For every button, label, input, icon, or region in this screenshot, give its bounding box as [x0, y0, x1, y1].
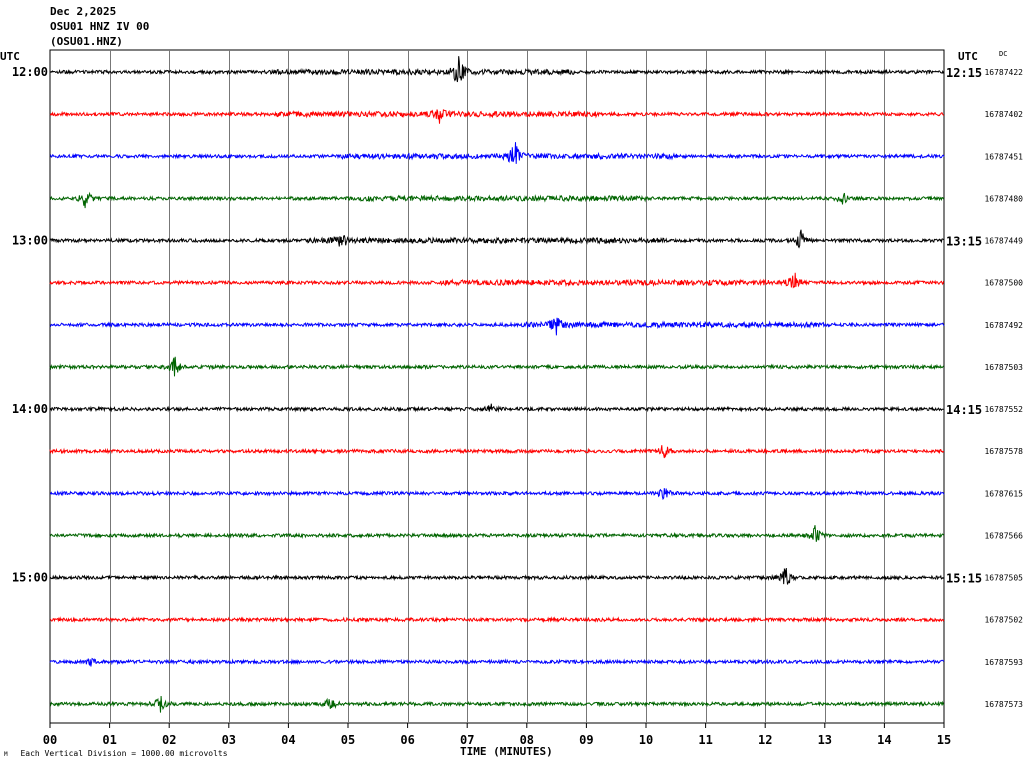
- x-tick-label: 09: [579, 733, 593, 747]
- x-tick-label: 12: [758, 733, 772, 747]
- channel-label: (OSU01.HNZ): [50, 35, 123, 48]
- x-tick-label: 11: [698, 733, 712, 747]
- x-tick-label: 13: [818, 733, 832, 747]
- x-tick-label: 14: [877, 733, 891, 747]
- seismic-trace: [49, 695, 945, 713]
- x-tick-label: 05: [341, 733, 355, 747]
- dc-offset-label: 16787402: [984, 110, 1023, 119]
- left-time-label: 14:00: [12, 402, 48, 416]
- dc-offset-label: 16787566: [984, 531, 1023, 540]
- x-tick-label: 07: [460, 733, 474, 747]
- x-tick-label: 00: [43, 733, 57, 747]
- x-tick-label: 04: [281, 733, 295, 747]
- station-label: OSU01 HNZ IV 00: [50, 20, 150, 33]
- seismic-trace: [49, 56, 945, 83]
- seismic-trace: [49, 616, 945, 624]
- right-time-label: 13:15: [946, 235, 982, 249]
- x-tick-label: 06: [400, 733, 414, 747]
- x-tick-label: 08: [520, 733, 534, 747]
- seismic-trace: [49, 191, 945, 209]
- seismic-trace: [49, 657, 945, 667]
- right-time-label: 12:15: [946, 66, 982, 80]
- dc-offset-label: 16787505: [984, 574, 1023, 583]
- seismic-trace: [49, 109, 945, 124]
- seismic-trace: [49, 488, 945, 501]
- x-tick-label: 02: [162, 733, 176, 747]
- x-tick-label: 10: [639, 733, 653, 747]
- x-axis-title: TIME (MINUTES): [460, 745, 553, 758]
- seismic-trace: [49, 317, 945, 336]
- footer-scale: Each Vertical Division = 1000.00 microvo…: [20, 749, 228, 758]
- right-time-label: 15:15: [946, 572, 982, 586]
- dc-offset-label: 16787492: [984, 321, 1023, 330]
- dc-offset-label: 16787502: [984, 616, 1023, 625]
- dc-offset-label: 16787449: [984, 237, 1023, 246]
- dc-offset-label: 16787573: [984, 700, 1023, 709]
- x-tick-label: 01: [102, 733, 116, 747]
- dc-offset-label: 16787500: [984, 279, 1023, 288]
- right-time-label: 14:15: [946, 403, 982, 417]
- seismic-trace: [49, 142, 945, 164]
- footer-note: M Each Vertical Division = 1000.00 micro…: [4, 749, 228, 758]
- plot-frame: [49, 49, 945, 724]
- date-label: Dec 2,2025: [50, 5, 117, 18]
- dc-offset-label: 16787578: [984, 447, 1023, 456]
- dc-offset-label: 16787480: [984, 194, 1023, 203]
- dc-offset-label: 16787451: [984, 152, 1023, 161]
- seismic-trace: [49, 229, 945, 249]
- dc-offset-label: 16787593: [984, 658, 1023, 667]
- seismic-trace: [49, 525, 945, 542]
- x-tick-label: 03: [222, 733, 236, 747]
- seismic-trace: [49, 356, 945, 377]
- left-time-label: 13:00: [12, 234, 48, 248]
- left-time-label: 12:00: [12, 65, 48, 79]
- seismic-trace: [49, 272, 945, 289]
- footer-mark: M: [4, 751, 8, 758]
- left-time-label: 15:00: [12, 571, 48, 585]
- dc-offset-label: 16787503: [984, 363, 1023, 372]
- utc-left-label: UTC: [0, 50, 20, 63]
- utc-right-label: UTC: [958, 50, 978, 63]
- seismic-trace: [49, 403, 945, 413]
- seismic-trace: [49, 567, 945, 585]
- dc-label: DC: [999, 50, 1008, 58]
- dc-offset-label: 16787422: [984, 68, 1023, 77]
- seismic-trace: [49, 445, 945, 459]
- dc-offset-label: 16787552: [984, 405, 1023, 414]
- dc-offset-label: 16787615: [984, 489, 1023, 498]
- x-tick-label: 15: [937, 733, 951, 747]
